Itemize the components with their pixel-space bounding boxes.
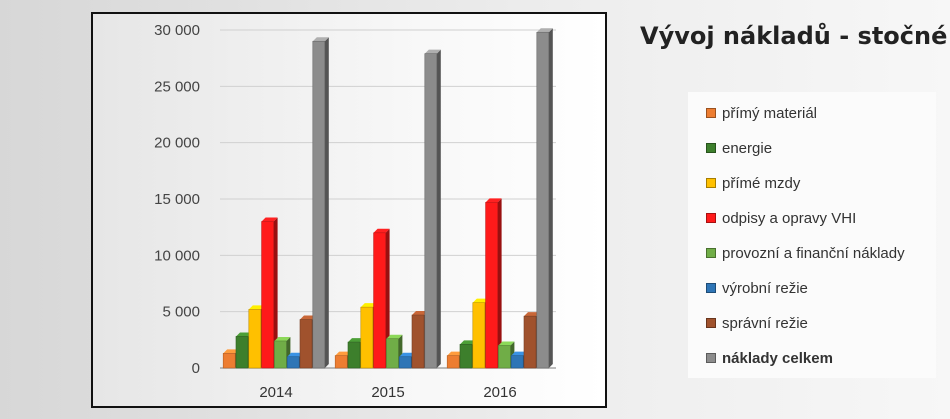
bar [334,355,348,369]
bar [485,202,498,369]
legend-swatch [706,108,716,118]
bar-top [524,312,540,317]
bar-top [498,341,515,346]
legend-label: energie [722,139,773,157]
legend-swatch [706,213,716,223]
legend-label: provozní a finanční náklady [722,244,905,262]
bar [523,315,537,369]
legend-label: správní režie [722,314,808,332]
bar-top [287,352,304,357]
bar-side [548,28,553,369]
bar [248,309,262,369]
legend-swatch [706,318,716,328]
bar [286,356,300,369]
legend-item-prime-mzdy: přímé mzdy [706,173,800,193]
y-tick-label: 20 000 [154,135,200,152]
bar [274,340,287,369]
legend-item-naklady-celkem: náklady celkem [706,348,833,368]
x-tick-label: 2014 [259,384,292,401]
bar-top [312,37,329,42]
legend-label: přímý materiál [722,104,818,122]
bar [424,53,438,369]
legend-item-vyrobni-rezie: výrobní režie [706,278,808,298]
bar [360,306,374,369]
bar-top [447,351,464,356]
bar-top [412,311,428,316]
bar [472,302,486,369]
legend-item-provozni: provozní a finanční náklady [706,243,905,263]
bar [536,31,550,369]
bar [446,355,460,369]
bar-side [273,217,278,368]
bar [312,40,326,369]
bar [373,232,386,369]
bar-side [385,228,390,368]
legend-label: přímé mzdy [722,174,801,192]
bar [411,314,425,369]
bar-top [274,336,291,341]
legend-label: výrobní režie [722,279,808,297]
bar-top [348,338,364,343]
bar-top [223,349,240,354]
y-tick-label: 30 000 [154,22,200,39]
bar-top [335,351,352,356]
bar [222,353,236,369]
bar-top [373,228,390,233]
bar-side [497,198,502,368]
legend-swatch [706,248,716,258]
y-tick-label: 5 000 [162,304,200,321]
bar-top [399,352,416,357]
bar-top [261,217,278,222]
bar-top [460,340,476,345]
legend-item-odpisy: odpisy a opravy VHI [706,208,856,228]
legend-swatch [706,178,716,188]
legend-item-energie: energie [706,138,772,158]
bar-top [386,334,403,339]
bar-top [300,315,316,320]
bar [299,319,313,369]
bar-top [248,305,265,310]
bar-top [360,303,377,308]
bar [235,336,249,369]
bar-top [472,298,489,303]
legend-label: náklady celkem [722,349,833,367]
bar-top [236,332,252,337]
bar [398,356,412,369]
legend-swatch [706,283,716,293]
bar [498,345,511,369]
bar-top [485,198,502,203]
bar [261,221,274,369]
legend-swatch [706,353,716,363]
y-tick-label: 10 000 [154,247,200,264]
x-tick-label: 2016 [483,384,516,401]
chart-title: Vývoj nákladů - stočné [640,22,948,50]
bar [459,344,473,369]
y-tick-label: 0 [192,360,200,377]
x-tick-label: 2015 [371,384,404,401]
y-tick-label: 15 000 [154,191,200,208]
legend-swatch [706,143,716,153]
legend-item-primy-material: přímý materiál [706,103,817,123]
bar-side [324,37,329,369]
bar [386,338,399,369]
legend: přímý materiál energie přímé mzdy odpisy… [688,92,936,378]
bar [510,355,524,369]
bar-side [436,49,441,368]
bar-top [511,351,528,356]
legend-item-spravni-rezie: správní režie [706,313,808,333]
legend-label: odpisy a opravy VHI [722,209,857,227]
bar [347,341,361,369]
bar-top [536,28,553,33]
y-tick-label: 25 000 [154,78,200,95]
bar-top [424,49,441,54]
